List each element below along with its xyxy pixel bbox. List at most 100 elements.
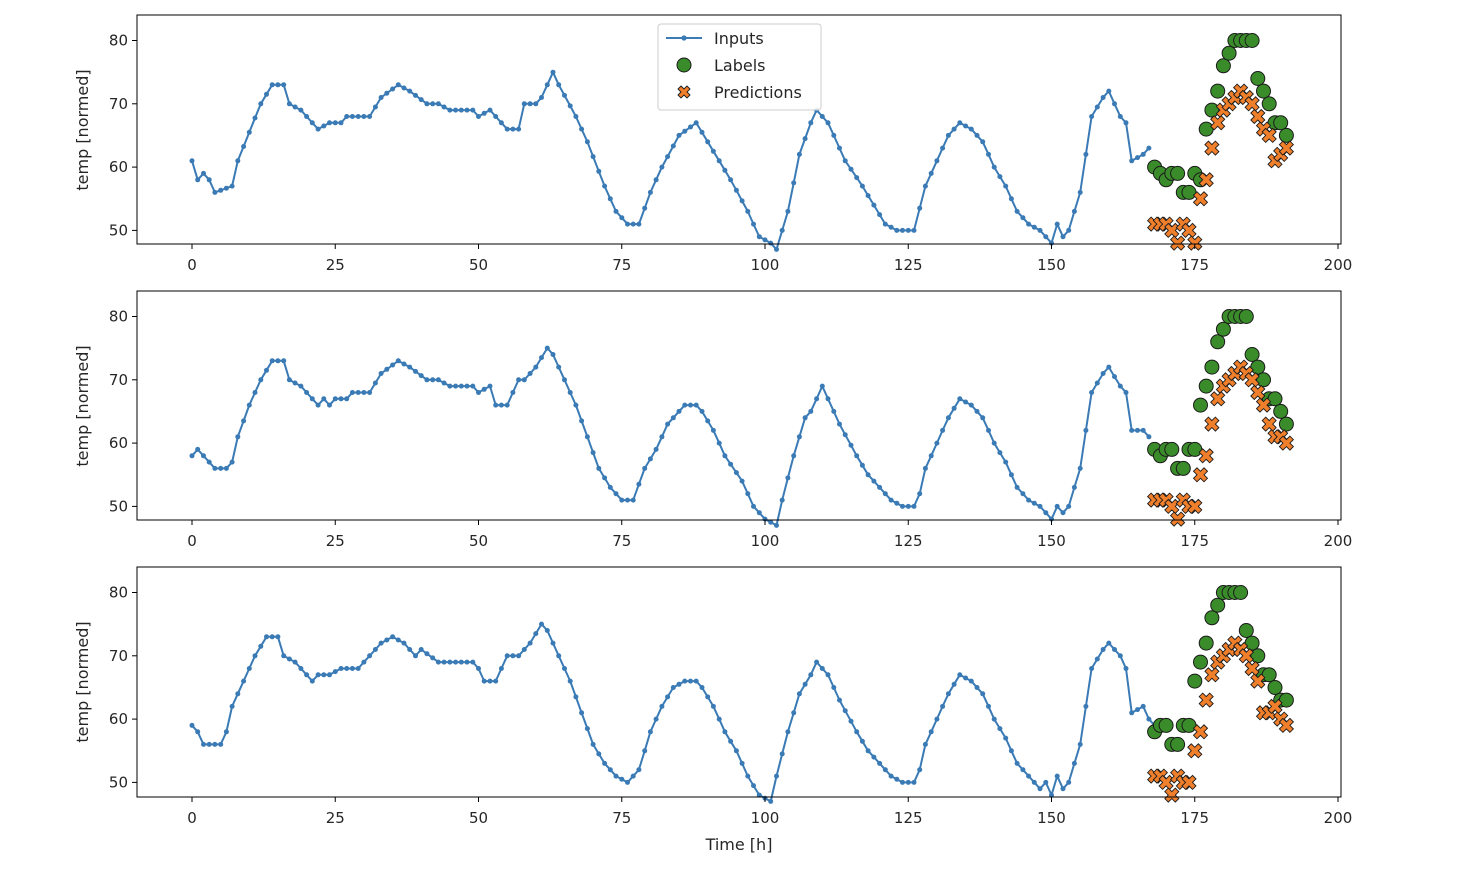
inputs-point [728, 177, 734, 183]
inputs-point [556, 364, 562, 370]
inputs-point [722, 453, 728, 459]
inputs-point [372, 104, 378, 110]
inputs-point [407, 647, 413, 652]
y-tick-label: 70 [109, 95, 128, 113]
inputs-point [682, 128, 688, 134]
prediction-point [1198, 692, 1214, 708]
x-tick-label: 100 [751, 809, 780, 827]
inputs-point [430, 377, 436, 383]
inputs-point [201, 741, 206, 747]
label-point [1193, 654, 1208, 670]
inputs-point [241, 678, 247, 684]
inputs-point [413, 92, 418, 98]
inputs-point [1014, 760, 1020, 766]
inputs-point [922, 741, 928, 747]
prediction-point [1278, 140, 1295, 156]
inputs-point [527, 101, 533, 107]
label-point [1250, 71, 1266, 86]
inputs-point [504, 402, 510, 408]
inputs-point [894, 776, 900, 782]
inputs-point [481, 110, 487, 116]
inputs-point [544, 345, 550, 351]
inputs-point [986, 427, 991, 433]
inputs-point [602, 183, 608, 189]
inputs-point [281, 653, 287, 659]
x-tick-label: 75 [612, 809, 631, 827]
inputs-point [613, 773, 619, 779]
inputs-point [670, 415, 676, 421]
inputs-point [516, 377, 522, 383]
inputs-point [877, 212, 883, 218]
inputs-point [779, 751, 785, 757]
inputs-point [733, 187, 739, 193]
label-point [1193, 397, 1208, 413]
inputs-point [510, 390, 516, 395]
inputs-point [550, 352, 556, 357]
x-tick-label: 0 [187, 809, 197, 827]
label-point [1164, 441, 1180, 457]
label-point [1250, 359, 1266, 375]
inputs-point [951, 405, 957, 411]
inputs-point [573, 402, 579, 408]
inputs-point [212, 741, 218, 747]
inputs-point [607, 767, 613, 773]
inputs-point [189, 722, 195, 728]
inputs-point [739, 198, 745, 204]
inputs-point [292, 104, 298, 110]
inputs-point [670, 685, 676, 690]
inputs-point [390, 86, 396, 92]
inputs-point [774, 522, 779, 528]
inputs-point [1123, 666, 1129, 671]
inputs-point [327, 672, 332, 678]
inputs-point [521, 101, 527, 107]
inputs-point [682, 402, 688, 408]
inputs-point [997, 726, 1003, 732]
inputs-point [997, 450, 1003, 456]
x-tick-label: 125 [894, 256, 923, 274]
inputs-point [372, 380, 378, 386]
inputs-point [355, 666, 361, 671]
prediction-point [1187, 743, 1203, 759]
x-tick-label: 125 [894, 809, 923, 827]
inputs-point [573, 694, 579, 700]
subplot-2: temp [normed] 0 25 50 75 100 125 150 175 200 50 60… [73, 290, 1352, 550]
inputs-point [1140, 427, 1146, 433]
legend: Inputs Labels Predictions [657, 23, 822, 111]
inputs-point [453, 659, 459, 665]
inputs-point [1112, 374, 1117, 380]
inputs-point [1077, 465, 1083, 471]
inputs-point [602, 475, 608, 481]
inputs-point [1003, 459, 1009, 465]
inputs-point [1071, 760, 1077, 766]
inputs-point [361, 114, 367, 119]
inputs-point [705, 418, 711, 424]
inputs-point [951, 126, 957, 132]
x-tick-label: 200 [1324, 809, 1353, 827]
inputs-point [206, 177, 212, 183]
y-tick-label: 50 [109, 221, 128, 239]
prediction-point [1204, 140, 1220, 156]
inputs-point [980, 139, 986, 145]
inputs-point [498, 402, 504, 408]
inputs-point [1060, 510, 1066, 516]
inputs-point [298, 666, 304, 671]
inputs-point [195, 729, 201, 735]
label-point [1210, 334, 1226, 350]
inputs-point [751, 783, 756, 789]
inputs-point [349, 666, 355, 671]
inputs-point [1135, 155, 1140, 161]
inputs-point [349, 390, 355, 395]
inputs-point [785, 475, 791, 481]
label-point [1181, 184, 1197, 200]
inputs-point [1003, 735, 1009, 741]
inputs-point [974, 685, 980, 690]
inputs-point [590, 741, 596, 747]
inputs-point [980, 415, 986, 421]
inputs-point [286, 656, 292, 662]
inputs-point [688, 124, 693, 130]
inputs-point [562, 377, 567, 383]
prediction-point [1187, 235, 1203, 251]
axes-frame [136, 14, 1342, 245]
inputs-point [286, 377, 292, 383]
